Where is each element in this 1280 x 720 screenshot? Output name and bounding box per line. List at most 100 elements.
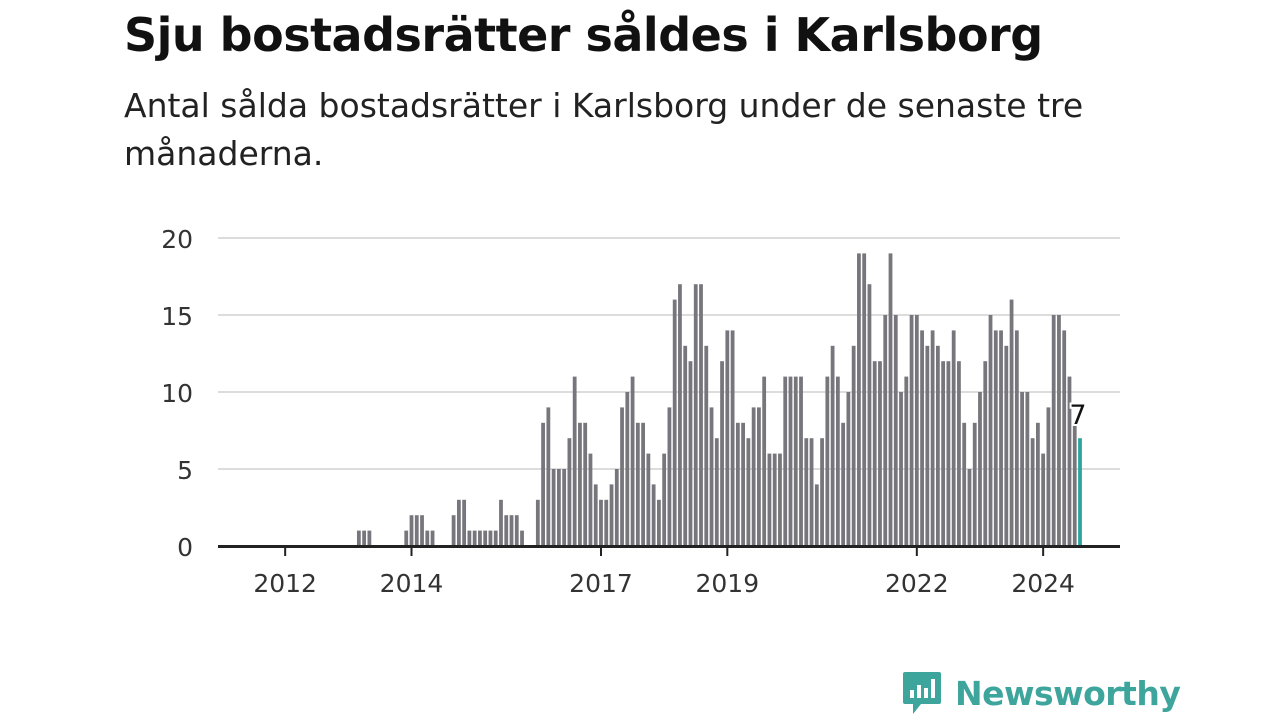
chart-title: Sju bostadsrätter såldes i Karlsborg [124,8,1043,62]
bar [699,284,703,546]
bar [1035,422,1040,546]
bar [499,499,503,546]
bar [867,284,872,546]
bar [688,361,693,546]
bar [1025,392,1030,546]
bar [635,422,640,546]
bar [1072,422,1077,546]
bar [467,530,472,546]
bar [1014,330,1019,546]
bar [930,330,935,546]
bar [783,376,788,546]
y-tick-label: 0 [177,533,193,562]
bar [578,422,582,546]
bar [893,315,898,546]
bar [741,422,746,546]
y-tick-label: 20 [161,225,193,254]
bar [914,315,919,546]
bar [625,392,630,546]
bar [988,315,993,546]
x-tick-label: 2012 [253,569,317,598]
bar [730,330,735,546]
bar [683,345,688,546]
x-tick-label: 2022 [885,569,949,598]
bar [651,484,656,546]
bar [962,422,967,546]
bar [835,376,840,546]
bar [483,530,488,546]
bar [1057,315,1061,546]
bar [957,361,961,546]
bar [620,407,624,546]
bar [804,438,809,546]
bar [630,376,635,546]
bar [846,392,851,546]
bar [662,453,667,546]
bar [967,469,972,546]
bar [541,422,545,546]
bar [588,453,593,546]
x-tick-label: 2024 [1011,569,1075,598]
bar [1062,330,1067,546]
y-axis-ticks: 0 5 10 15 20 [161,225,193,562]
bar [862,253,867,546]
x-tick-label: 2014 [380,569,444,598]
bar [946,361,951,546]
bar [925,345,930,546]
bar [462,499,467,546]
bar [888,253,893,546]
bar [814,484,819,546]
bar [1009,299,1014,546]
bar [657,499,661,546]
bar [356,530,361,546]
bar [667,407,672,546]
bar [899,392,903,546]
bar [535,499,540,546]
last-value-label: 7 [1069,400,1086,431]
x-tick-label: 2017 [569,569,633,598]
bar [951,330,956,546]
bar [709,407,714,546]
bar [1041,453,1046,546]
bar [493,530,498,546]
bar [472,530,477,546]
bar [857,253,861,546]
bar [509,515,514,546]
bar [762,376,767,546]
bar [414,515,419,546]
bar [362,530,367,546]
bar [609,484,614,546]
bar [693,284,698,546]
bar [720,361,724,546]
bar [488,530,493,546]
bar [1004,345,1009,546]
bar [1020,392,1024,546]
bar [425,530,430,546]
bar [430,530,435,546]
bar [604,499,609,546]
x-tick-label: 2019 [696,569,760,598]
bar [999,330,1003,546]
bar [872,361,877,546]
bar-chart: 0 5 10 15 20 2012 2014 2017 2019 2022 2024 7 [161,225,1120,598]
bar [920,330,924,546]
bar [909,315,914,546]
bar [799,376,803,546]
bar [514,515,519,546]
bar [520,530,524,546]
bar [678,284,682,546]
bar [751,407,756,546]
bar [778,453,782,546]
bar [993,330,998,546]
y-tick-label: 15 [161,302,193,331]
bar [420,515,424,546]
bar [772,453,777,546]
bar [567,438,572,546]
bar [1046,407,1051,546]
bar [851,345,856,546]
brand-name: Newsworthy [955,673,1181,713]
bar [641,422,645,546]
bars [356,253,1082,546]
bar [788,376,793,546]
bar [593,484,598,546]
